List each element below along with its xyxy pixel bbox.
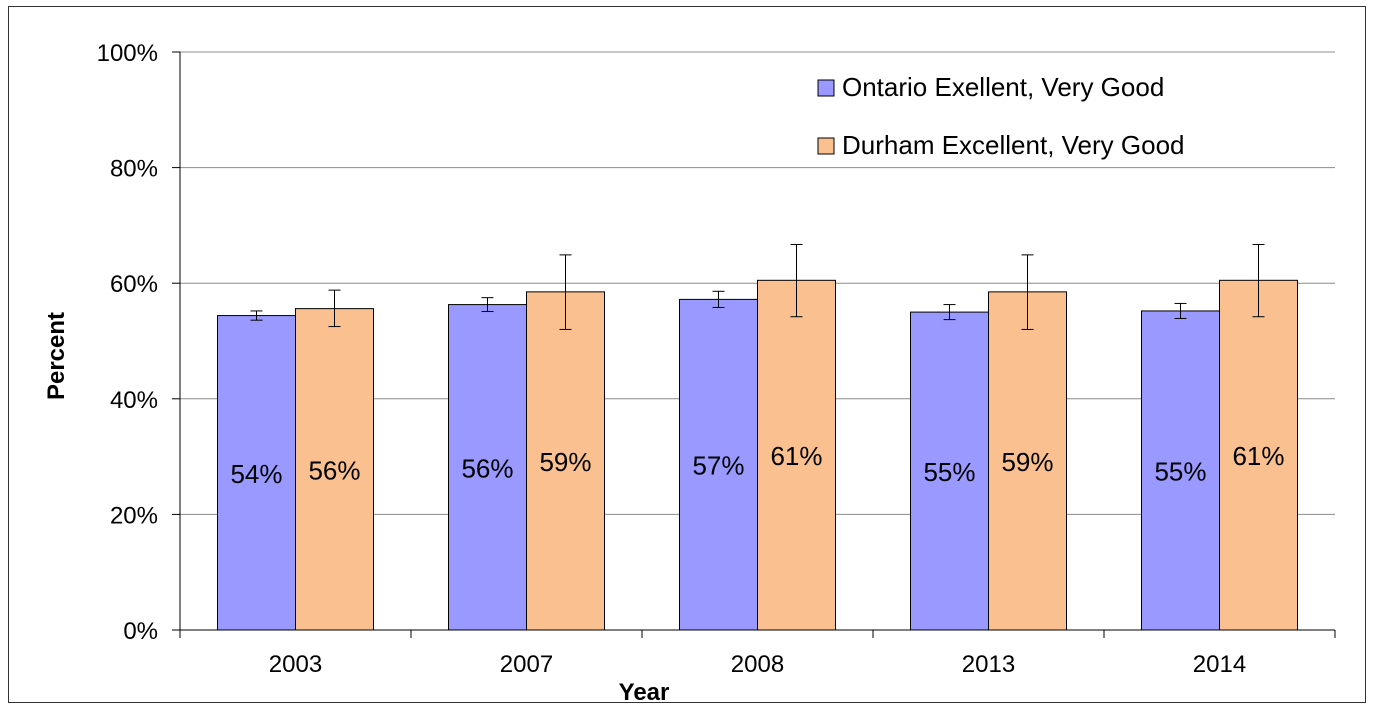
data-label: 59%: [539, 447, 591, 477]
y-tick-label: 0%: [123, 618, 158, 645]
data-label: 55%: [1154, 456, 1206, 486]
data-label: 55%: [923, 457, 975, 487]
data-labels: 54% 56% 57% 55% 55% 56% 59% 61% 59% 61%: [230, 441, 1284, 489]
data-label: 57%: [692, 451, 744, 481]
axes: 0% 20% 40% 60% 80% 100% 2003 2007 2008 2013 2014: [97, 40, 1336, 678]
x-axis-title: Year: [619, 679, 670, 706]
y-tick-label: 100%: [97, 40, 158, 67]
y-tick-label: 20%: [110, 502, 158, 529]
y-tick-label: 60%: [110, 271, 158, 298]
x-tick-label: 2003: [269, 651, 322, 678]
x-tick-label: 2007: [500, 651, 553, 678]
data-label: 61%: [1232, 441, 1284, 471]
data-label: 56%: [461, 453, 513, 483]
bar: [757, 279, 836, 631]
data-label: 56%: [308, 455, 360, 485]
legend: Ontario Exellent, Very Good Durham Excell…: [817, 72, 1185, 160]
bar: [526, 291, 605, 631]
legend-swatch: [817, 137, 835, 155]
x-tick-label: 2013: [962, 651, 1015, 678]
data-label: 54%: [230, 459, 282, 489]
y-tick-label: 80%: [110, 156, 158, 183]
y-axis-title: Percent: [43, 312, 70, 400]
bar: [1219, 279, 1298, 631]
bars: [217, 279, 1298, 631]
y-tick-label: 40%: [110, 387, 158, 414]
x-tick-label: 2014: [1193, 651, 1246, 678]
data-label: 59%: [1001, 447, 1053, 477]
x-tick-label: 2008: [731, 651, 784, 678]
bar: [295, 308, 374, 631]
legend-swatch: [817, 79, 835, 97]
data-label: 61%: [770, 441, 822, 471]
legend-label: Ontario Exellent, Very Good: [842, 72, 1164, 102]
legend-label: Durham Excellent, Very Good: [842, 130, 1185, 160]
bar: [988, 291, 1067, 631]
error-bars: [250, 243, 1265, 330]
